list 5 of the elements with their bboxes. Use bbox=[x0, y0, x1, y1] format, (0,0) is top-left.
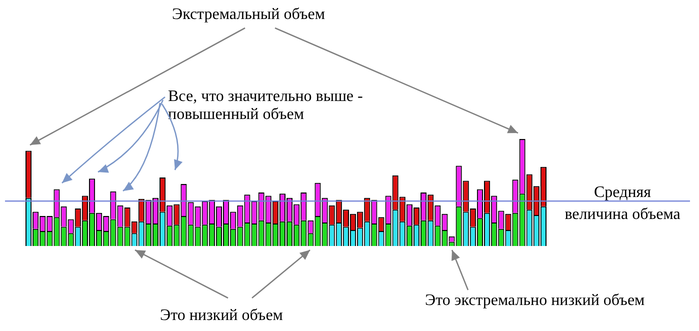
text: Экстремальный объем bbox=[172, 6, 325, 24]
ref-line-label: Средняя величина объема bbox=[564, 183, 682, 226]
text: Все, что значительно выше - повышенный объем bbox=[168, 88, 364, 124]
text: Это низкий объем bbox=[160, 307, 283, 325]
text: Это экстремально низкий объем bbox=[425, 292, 645, 310]
